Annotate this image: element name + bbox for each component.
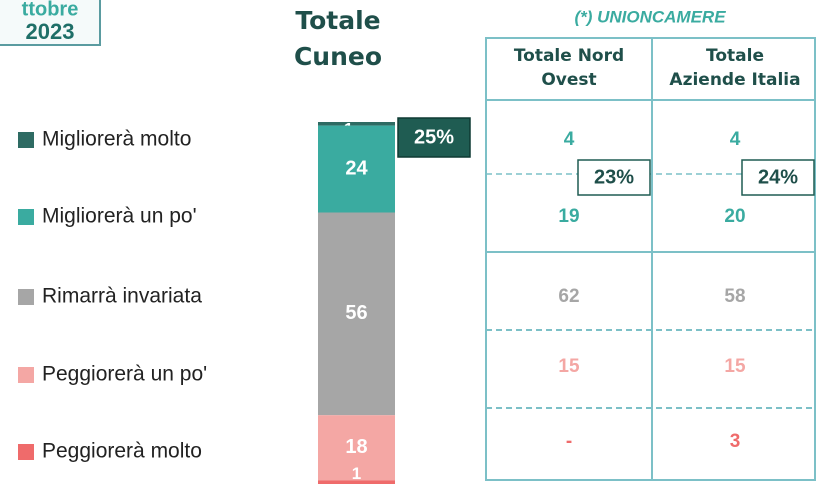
bar-segment bbox=[318, 122, 395, 126]
summary-box bbox=[577, 159, 651, 196]
summary-box bbox=[741, 159, 815, 196]
column-header: Aziende Italia bbox=[669, 70, 800, 90]
bar-title: Cuneo bbox=[294, 42, 382, 71]
table-cell: 20 bbox=[724, 206, 745, 227]
bar-segment bbox=[318, 480, 395, 484]
table-cell: 58 bbox=[724, 286, 745, 307]
summary-box bbox=[397, 117, 471, 158]
badge bbox=[0, 0, 101, 46]
legend-swatch bbox=[18, 367, 34, 383]
summary-label: 25% bbox=[414, 126, 454, 148]
bar-title: Totale bbox=[295, 6, 380, 35]
table-cell: 62 bbox=[558, 286, 579, 307]
legend-swatch bbox=[18, 444, 34, 460]
table-cell: 15 bbox=[558, 356, 580, 377]
column-header: Totale Nord bbox=[514, 46, 624, 66]
table-cell: 3 bbox=[730, 431, 741, 452]
bar-label: 56 bbox=[345, 302, 367, 324]
table-frame bbox=[485, 37, 816, 481]
table-cell: 15 bbox=[724, 356, 746, 377]
bar-label: 18 bbox=[345, 436, 367, 458]
table-cell: 4 bbox=[730, 129, 741, 150]
legend-label: Rimarrà invariata bbox=[42, 285, 202, 308]
bar-segment bbox=[318, 125, 395, 213]
table-cell: 19 bbox=[558, 206, 579, 227]
legend-label: Migliorerà un po' bbox=[42, 205, 197, 228]
table-source: (*) UNIONCAMERE bbox=[574, 7, 726, 26]
legend-label: Peggiorerà molto bbox=[42, 440, 202, 463]
bar-label: 24 bbox=[345, 157, 368, 179]
badge-line: ttobre bbox=[22, 0, 79, 20]
table-cell: - bbox=[566, 431, 572, 452]
summary-label: 23% bbox=[594, 166, 634, 188]
legend-swatch bbox=[18, 132, 34, 148]
legend-swatch bbox=[18, 289, 34, 305]
column-header: Ovest bbox=[541, 70, 596, 90]
badge-line: 2023 bbox=[26, 19, 75, 44]
legend-label: Migliorerà molto bbox=[42, 128, 191, 151]
legend-label: Peggiorerà un po' bbox=[42, 363, 207, 386]
bar-segment bbox=[318, 212, 395, 416]
legend-swatch bbox=[18, 209, 34, 225]
bar-segment bbox=[318, 415, 395, 481]
column-header: Totale bbox=[706, 46, 764, 66]
bar-label: 1 bbox=[352, 464, 361, 483]
table-cell: 4 bbox=[564, 129, 575, 150]
summary-label: 24% bbox=[758, 166, 798, 188]
